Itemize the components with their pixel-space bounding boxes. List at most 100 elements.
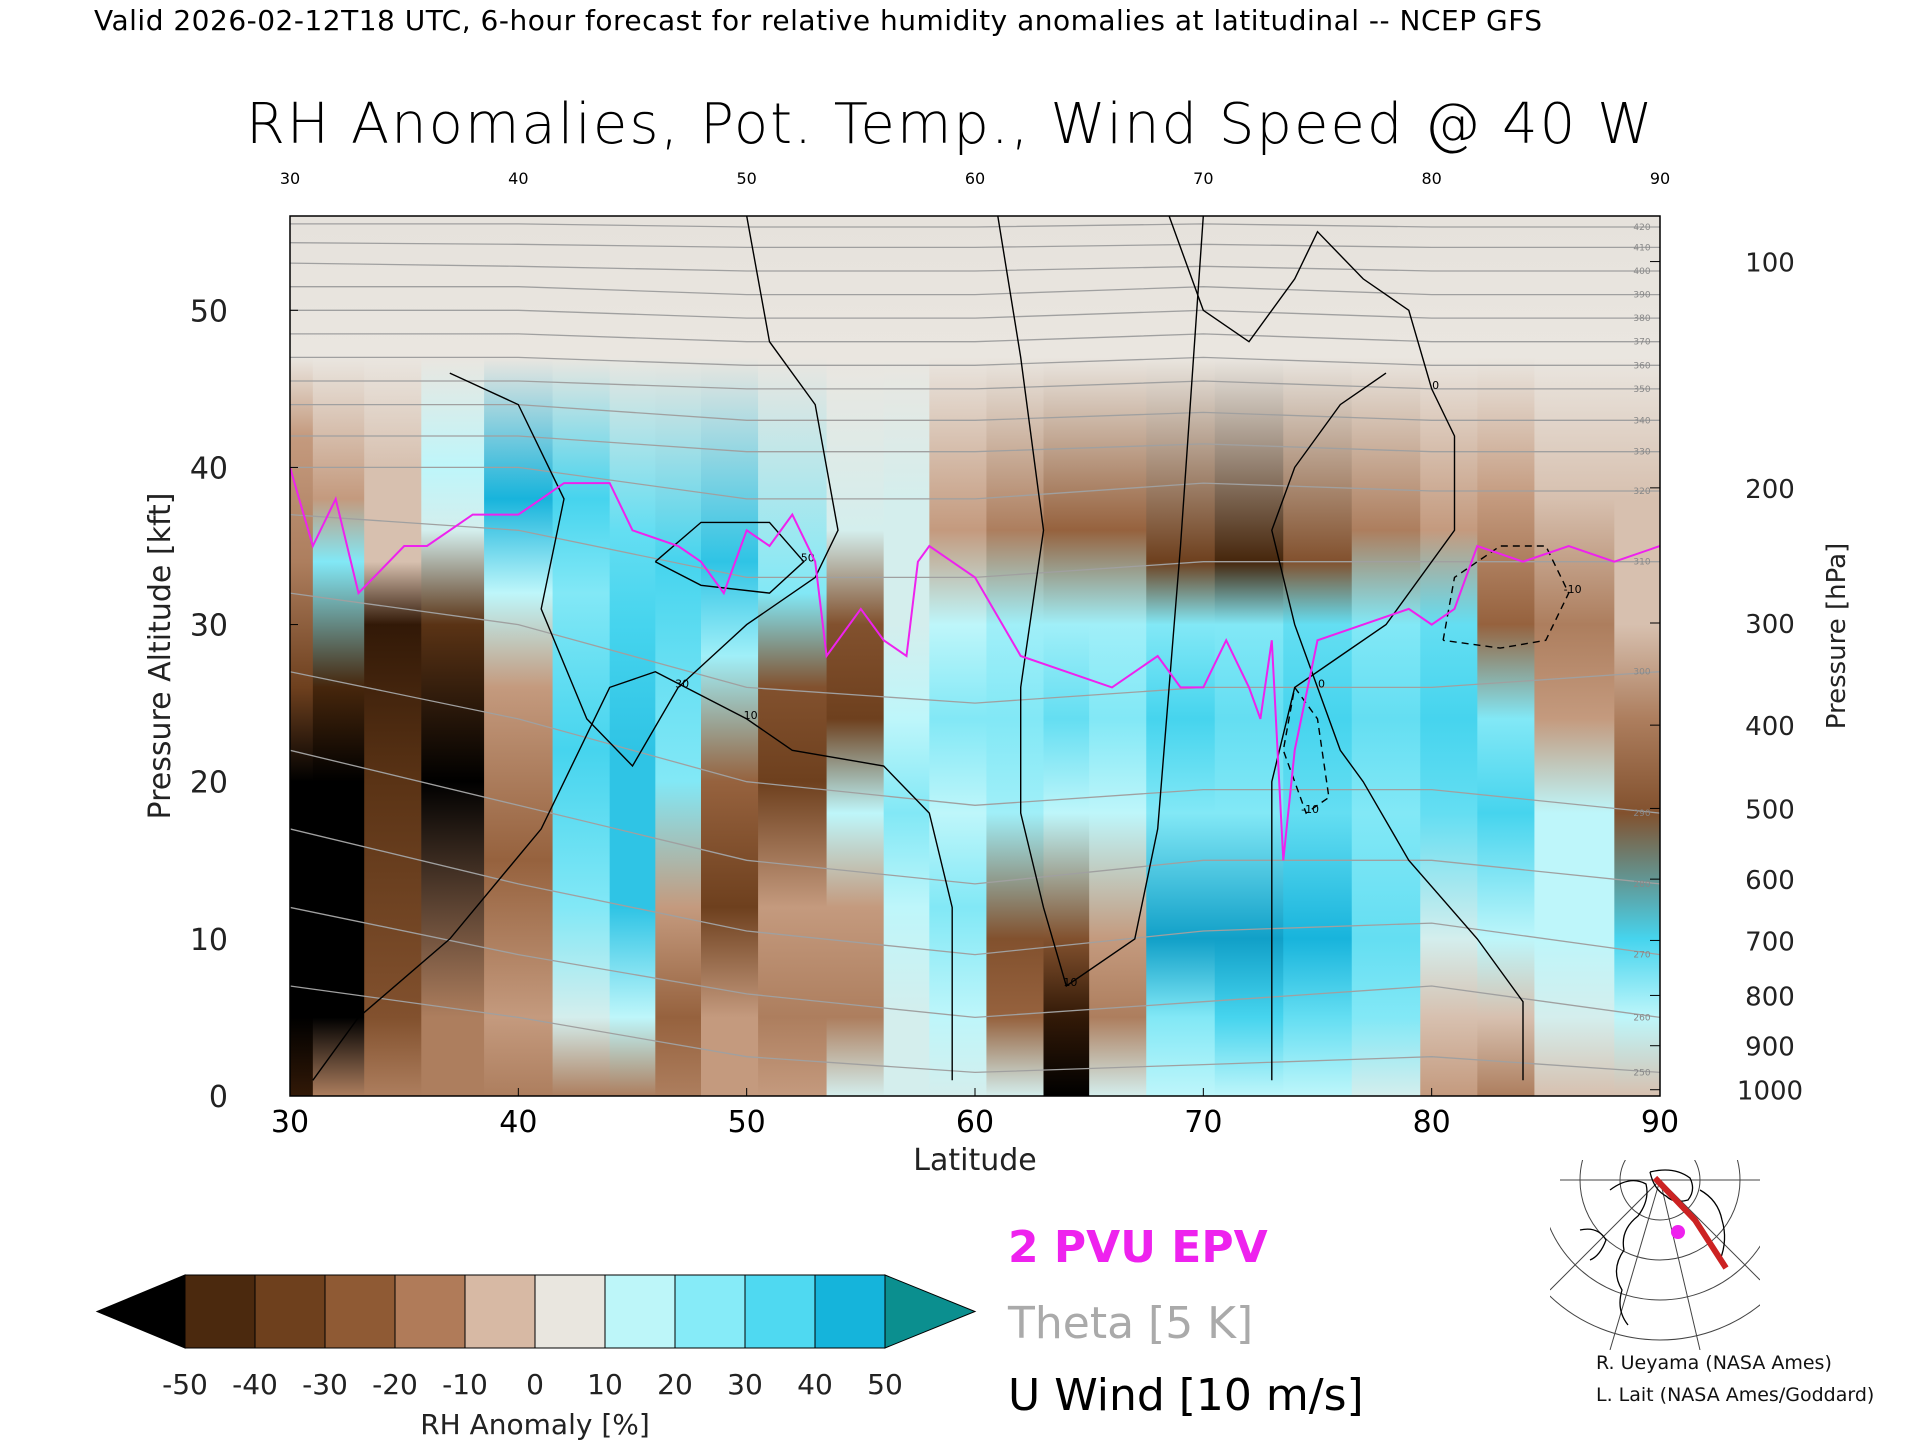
pressure-tick-label: 500 [1745,795,1795,825]
rh-column [826,216,885,1096]
y-tick-label: 20 [190,766,228,801]
x-top-tick-label: 50 [736,169,756,188]
uwind-contour-label: 10 [744,709,758,722]
theta-contour-line [290,333,1660,343]
rh-column [1214,216,1285,1096]
colorbar-title: RH Anomaly [%] [420,1408,650,1440]
pressure-tick-label: 400 [1745,712,1795,742]
colorbar-segment [674,1274,746,1349]
colorbar-segment [534,1274,606,1349]
rh-column [312,216,366,1096]
theta-contour-label: 310 [1633,558,1650,568]
x-tick-label: 70 [1184,1105,1222,1140]
theta-contour-label: 390 [1633,291,1650,301]
rh-column [929,216,988,1096]
x-top-tick-label: 30 [280,169,300,188]
colorbar-tick-label: -10 [442,1368,488,1401]
rh-column [1534,216,1616,1096]
theta-contour-line [290,435,1660,453]
theta-contour-line [290,356,1660,366]
colorbar-segment [464,1274,536,1349]
legend-uwind-label: U Wind [10 m/s] [1008,1370,1364,1421]
rh-column [701,216,759,1096]
theta-contour-label: 250 [1633,1068,1650,1078]
y-tick-label: 10 [190,923,228,958]
theta-contour-line [290,671,1660,814]
theta-contour-line [290,223,1660,228]
epv-2pvu-line [290,467,1660,861]
uwind-contour-label: -10 [1301,803,1319,816]
x-top-tick-label: 60 [965,169,985,188]
theta-contour-label: 320 [1633,487,1650,497]
colorbar-segment [324,1274,396,1349]
theta-contour-label: 410 [1633,243,1650,253]
colorbar-segment [744,1274,816,1349]
colorbar-tick-label: 50 [867,1368,903,1401]
credit-line-2: L. Lait (NASA Ames/Goddard) [1596,1384,1875,1406]
x-top-tick-label: 70 [1193,169,1213,188]
x-top-tick-label: 40 [508,169,528,188]
uwind-contour-line [1282,686,1330,815]
x-tick-label: 80 [1413,1105,1451,1140]
x-tick-label: 40 [499,1105,537,1140]
theta-contour-label: 400 [1633,267,1650,277]
pressure-tick-label: 100 [1745,249,1795,279]
y-tick-label: 40 [190,451,228,486]
credit-line-1: R. Ueyama (NASA Ames) [1596,1352,1832,1374]
rh-column [484,216,554,1096]
rh-column [1043,216,1090,1096]
x-top-tick-label: 90 [1650,169,1670,188]
rh-column [1089,216,1148,1096]
theta-contour-line [290,466,1660,500]
theta-contour-line [290,985,1660,1074]
uwind-contour-label: -10 [1564,583,1582,596]
uwind-contour-line [997,216,1204,988]
colorbar-segment [604,1274,676,1349]
rh-column [290,216,314,1096]
theta-contour-label: 420 [1633,223,1650,233]
colorbar-tick-label: -40 [232,1368,278,1401]
rh-column [1477,216,1536,1096]
rh-column [1283,216,1353,1096]
y-tick-label: 0 [209,1080,228,1115]
pressure-tick-label: 1000 [1737,1077,1803,1107]
y-axis-label-right: Pressure [hPa] [1822,543,1852,730]
theta-contour-label: 380 [1633,314,1650,324]
theta-contour-line [290,592,1660,704]
theta-contour-label: 340 [1633,416,1650,426]
uwind-contour-label: 0 [1432,379,1439,392]
rh-column [364,216,423,1096]
uwind-contour-label: 10 [1063,976,1077,989]
uwind-contour-line [1271,372,1524,1081]
x-tick-label: 60 [956,1105,994,1140]
theta-contour-line [290,828,1660,956]
rh-column [758,216,828,1096]
uwind-contour-line [1442,545,1570,649]
legend-theta-label: Theta [5 K] [1008,1298,1254,1349]
rh-column [986,216,1045,1096]
theta-contour-label: 330 [1633,448,1650,458]
theta-contour-line [290,749,1660,885]
rh-column [1420,216,1479,1096]
uwind-contour-line [312,670,953,1081]
colorbar-tick-label: 20 [657,1368,693,1401]
pressure-tick-label: 600 [1745,866,1795,896]
rh-anomaly-field [290,216,1660,1096]
theta-contour-line [290,262,1660,272]
pressure-tick-label: 700 [1745,927,1795,957]
colorbar-segment [814,1274,886,1349]
pressure-tick-label: 900 [1745,1033,1795,1063]
x-axis-label: Latitude [913,1143,1036,1178]
colorbar-tick-label: -20 [372,1368,418,1401]
theta-contour-label: 370 [1633,338,1650,348]
legend-epv-label: 2 PVU EPV [1008,1222,1268,1273]
theta-contour-label: 290 [1633,809,1650,819]
forecast-subtitle: Valid 2026-02-12T18 UTC, 6-hour forecast… [94,4,1543,37]
theta-contour-label: 300 [1633,668,1650,678]
colorbar-tick-label: 30 [727,1368,763,1401]
colorbar-tick-label: 40 [797,1368,833,1401]
theta-contour-label: 260 [1633,1013,1650,1023]
theta-contour-line [290,286,1660,296]
pressure-tick-label: 300 [1745,610,1795,640]
